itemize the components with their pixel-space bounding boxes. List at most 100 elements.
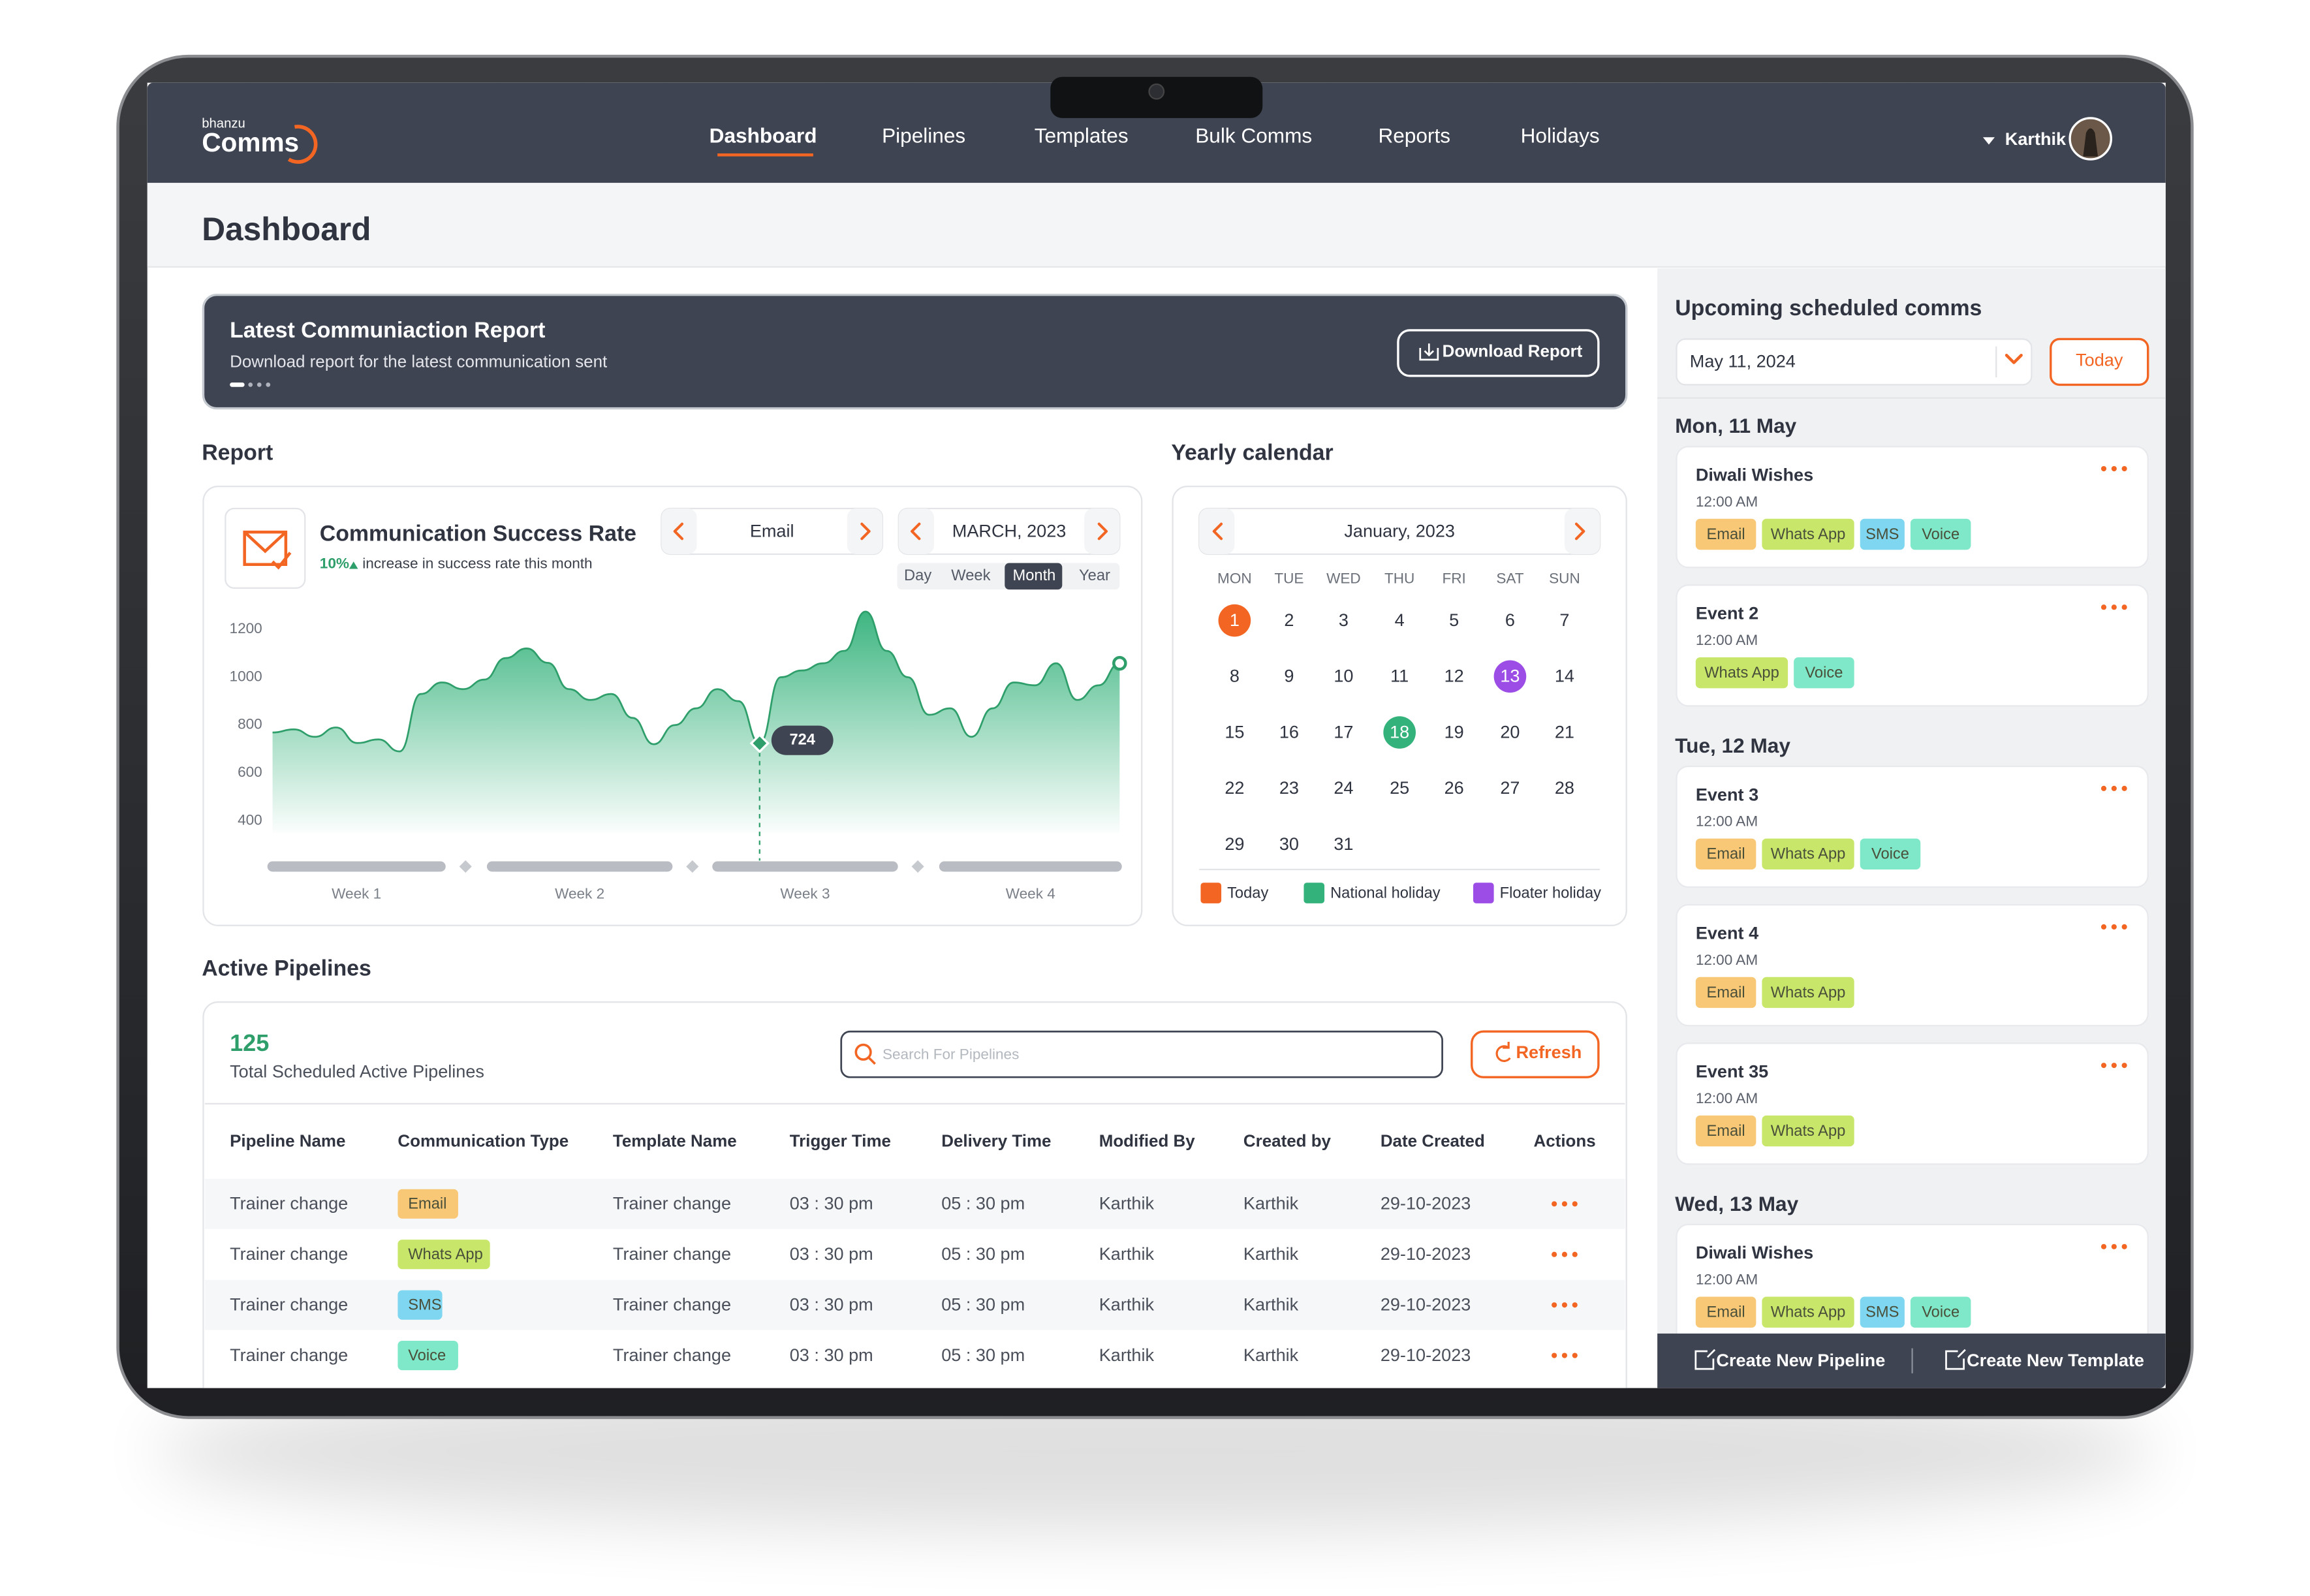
y-tick-label: 1000 bbox=[230, 668, 262, 684]
change-percent: 10% bbox=[320, 555, 349, 572]
range-tab[interactable]: Week bbox=[951, 567, 990, 584]
row-actions[interactable] bbox=[1572, 1201, 1578, 1207]
search-placeholder[interactable]: Search For Pipelines bbox=[882, 1046, 1019, 1062]
footer-action[interactable]: Create New Pipeline bbox=[1716, 1350, 1885, 1370]
calendar-day[interactable]: 25 bbox=[1390, 777, 1409, 798]
event-actions[interactable] bbox=[2100, 604, 2107, 610]
month-value[interactable]: MARCH, 2023 bbox=[952, 520, 1067, 540]
event-actions[interactable] bbox=[2111, 1244, 2117, 1249]
calendar-day[interactable]: 26 bbox=[1444, 777, 1464, 798]
carousel-dot[interactable] bbox=[257, 383, 262, 387]
calendar-day[interactable]: 23 bbox=[1279, 777, 1299, 798]
event-actions[interactable] bbox=[2121, 1244, 2127, 1249]
nav-link[interactable]: Templates bbox=[1035, 124, 1129, 148]
row-actions[interactable] bbox=[1552, 1251, 1557, 1257]
calendar-day[interactable]: 14 bbox=[1555, 666, 1574, 686]
nav-link[interactable]: Reports bbox=[1378, 124, 1450, 148]
calendar-day[interactable]: 29 bbox=[1225, 834, 1244, 854]
carousel-dot[interactable] bbox=[248, 383, 253, 387]
calendar-day[interactable]: 2 bbox=[1284, 610, 1294, 630]
nav-link[interactable]: Holidays bbox=[1521, 124, 1600, 148]
user-menu-caret[interactable] bbox=[1982, 137, 1995, 145]
calendar-day[interactable]: 1 bbox=[1230, 610, 1240, 630]
event-actions[interactable] bbox=[2111, 1063, 2117, 1069]
refresh-label[interactable]: Refresh bbox=[1516, 1042, 1582, 1062]
date-select[interactable] bbox=[1676, 338, 2033, 386]
range-tab[interactable]: Month bbox=[1013, 567, 1056, 584]
today-button[interactable] bbox=[2050, 337, 2149, 386]
calendar-day[interactable]: 21 bbox=[1555, 721, 1574, 742]
calendar-day[interactable]: 18 bbox=[1390, 721, 1409, 742]
calendar-day[interactable]: 22 bbox=[1225, 777, 1244, 798]
event-actions[interactable] bbox=[2111, 604, 2117, 610]
channel-value[interactable]: Email bbox=[750, 520, 794, 540]
range-tab[interactable]: Day bbox=[904, 567, 931, 584]
event-actions[interactable] bbox=[2100, 465, 2107, 472]
row-actions[interactable] bbox=[1572, 1251, 1578, 1257]
calendar-day[interactable]: 27 bbox=[1500, 777, 1520, 798]
calendar-day[interactable]: 5 bbox=[1449, 610, 1459, 630]
date-select-value[interactable]: May 11, 2024 bbox=[1690, 351, 1796, 371]
footer-action[interactable]: Create New Template bbox=[1967, 1350, 2144, 1370]
calendar-day[interactable]: 20 bbox=[1500, 721, 1520, 742]
download-button-label[interactable]: Download Report bbox=[1443, 343, 1583, 361]
calendar-day[interactable]: 4 bbox=[1395, 610, 1405, 630]
channel-tag bbox=[1762, 1296, 1854, 1328]
calendar-day[interactable]: 8 bbox=[1230, 666, 1240, 686]
nav-link[interactable]: Pipelines bbox=[882, 124, 965, 148]
row-actions[interactable] bbox=[1561, 1251, 1568, 1257]
event-actions[interactable] bbox=[2121, 604, 2127, 610]
nav-link[interactable]: Bulk Comms bbox=[1195, 124, 1312, 148]
event-actions[interactable] bbox=[2121, 465, 2127, 472]
row-actions[interactable] bbox=[1552, 1302, 1557, 1308]
event-actions[interactable] bbox=[2111, 924, 2117, 930]
event-actions[interactable] bbox=[2121, 1063, 2127, 1069]
event-actions[interactable] bbox=[2100, 1244, 2107, 1249]
event-actions[interactable] bbox=[2121, 924, 2127, 930]
calendar-day[interactable]: 7 bbox=[1559, 610, 1569, 630]
table-cell: Karthik bbox=[1243, 1345, 1299, 1365]
row-actions[interactable] bbox=[1561, 1353, 1568, 1358]
calendar-day[interactable]: 30 bbox=[1279, 834, 1299, 854]
table-cell: 29-10-2023 bbox=[1381, 1193, 1471, 1213]
channel-tag-label: Email bbox=[1706, 526, 1745, 543]
event-actions[interactable] bbox=[2111, 465, 2117, 472]
user-name[interactable]: Karthik bbox=[2005, 129, 2067, 149]
table-cell: Trainer change bbox=[230, 1345, 348, 1365]
range-tab[interactable]: Year bbox=[1079, 567, 1110, 584]
row-actions[interactable] bbox=[1572, 1353, 1578, 1358]
download-button[interactable] bbox=[1397, 329, 1600, 377]
search-input[interactable] bbox=[840, 1030, 1443, 1078]
report-card-title: Communication Success Rate bbox=[320, 522, 636, 546]
calendar-day[interactable]: 3 bbox=[1339, 610, 1349, 630]
event-actions[interactable] bbox=[2100, 785, 2107, 791]
event-actions[interactable] bbox=[2121, 785, 2127, 791]
calendar-day[interactable]: 17 bbox=[1334, 721, 1353, 742]
row-actions[interactable] bbox=[1552, 1353, 1557, 1358]
nav-link[interactable]: Dashboard bbox=[710, 124, 817, 148]
calendar-day[interactable]: 19 bbox=[1444, 721, 1464, 742]
calendar-day[interactable]: 16 bbox=[1279, 721, 1299, 742]
row-actions[interactable] bbox=[1561, 1302, 1568, 1308]
calendar-day[interactable]: 6 bbox=[1505, 610, 1515, 630]
today-button-label[interactable]: Today bbox=[2076, 349, 2123, 369]
calendar-day[interactable]: 15 bbox=[1225, 721, 1244, 742]
row-actions[interactable] bbox=[1572, 1302, 1578, 1308]
event-actions[interactable] bbox=[2100, 924, 2107, 930]
row-actions[interactable] bbox=[1561, 1201, 1568, 1207]
row-actions[interactable] bbox=[1552, 1201, 1557, 1207]
calendar-day[interactable]: 9 bbox=[1284, 666, 1294, 686]
range-tab-active[interactable] bbox=[1005, 563, 1063, 590]
event-actions[interactable] bbox=[2100, 1063, 2107, 1069]
calendar-day[interactable]: 24 bbox=[1334, 777, 1353, 798]
calendar-day[interactable]: 11 bbox=[1390, 666, 1409, 686]
event-actions[interactable] bbox=[2111, 785, 2117, 791]
calendar-day[interactable]: 31 bbox=[1334, 834, 1353, 854]
calendar-day[interactable]: 12 bbox=[1444, 666, 1464, 686]
x-tick-label: Week 1 bbox=[332, 885, 381, 901]
calendar-day[interactable]: 13 bbox=[1500, 666, 1520, 686]
calendar-day[interactable]: 28 bbox=[1555, 777, 1574, 798]
carousel-dot[interactable] bbox=[266, 383, 271, 387]
refresh-button[interactable] bbox=[1471, 1030, 1600, 1078]
calendar-day[interactable]: 10 bbox=[1334, 666, 1353, 686]
